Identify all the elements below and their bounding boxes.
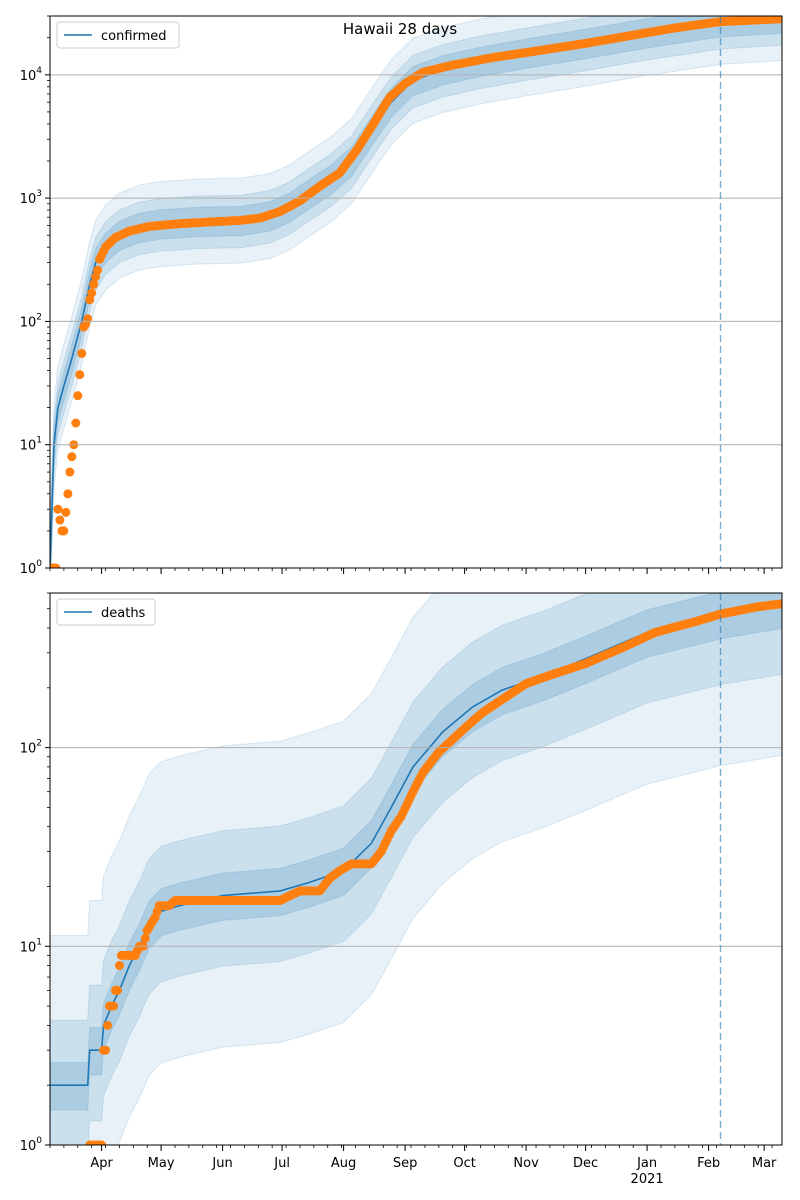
- observed-point: [65, 467, 75, 477]
- y-tick-label: 104: [20, 66, 43, 84]
- uncertainty-band: [50, 593, 782, 1111]
- uncertainty-band: [50, 16, 782, 568]
- observed-point: [73, 391, 83, 401]
- figure-title: Hawaii 28 days: [342, 20, 458, 38]
- uncertainty-band: [50, 16, 782, 568]
- uncertainty-band: [50, 593, 782, 1145]
- observed-point: [75, 370, 85, 380]
- observed-point: [114, 961, 124, 971]
- x-tick-label: Nov: [513, 1156, 539, 1171]
- observed-point: [55, 515, 65, 525]
- legend: deaths: [56, 598, 156, 626]
- x-tick-label: May: [148, 1156, 175, 1171]
- uncertainty-band: [50, 16, 782, 568]
- year-label: 2021: [631, 1172, 664, 1187]
- observed-point: [77, 348, 87, 358]
- observed-point: [61, 507, 71, 517]
- observed-point: [108, 1001, 118, 1011]
- x-tick-label: Apr: [90, 1156, 113, 1171]
- confirmed-panel: 100 101 102 103 104 confirmed: [20, 15, 783, 577]
- x-tick-label: Feb: [697, 1156, 720, 1171]
- y-tick-label: 100: [20, 559, 43, 577]
- x-tick-label: Dec: [573, 1156, 598, 1171]
- y-tick-label: 102: [20, 739, 42, 757]
- axes-frame: [49, 15, 783, 569]
- observed-point: [83, 314, 93, 324]
- observed-point: [93, 265, 103, 275]
- plot-area: [50, 593, 782, 1145]
- axes-frame: [49, 592, 783, 1146]
- observed-point: [53, 504, 63, 514]
- legend-box: [56, 21, 180, 49]
- x-tick-label: Aug: [331, 1156, 356, 1171]
- y-tick-label: 100: [20, 1136, 43, 1154]
- deaths-panel: 100 101 102 Apr May Jun Jul Aug Sep Oct Nov Dec Jan F…: [20, 592, 783, 1187]
- uncertainty-band: [50, 593, 782, 1145]
- x-tick-label: Sep: [393, 1156, 418, 1171]
- observed-point: [59, 526, 69, 536]
- x-tick-label: Mar: [752, 1156, 777, 1171]
- observed-point: [97, 1140, 107, 1145]
- x-tick-label: Jun: [211, 1156, 232, 1171]
- y-tick-label: 103: [20, 189, 42, 207]
- observed-point: [87, 288, 97, 298]
- observed-point: [101, 1045, 111, 1055]
- y-tick-label: 101: [20, 436, 42, 454]
- observed-point: [777, 16, 782, 24]
- x-tick-label: Oct: [453, 1156, 475, 1171]
- observed-point: [67, 452, 77, 462]
- observed-point: [63, 489, 73, 499]
- observed-point: [103, 1020, 113, 1030]
- x-tick-label: Jan: [636, 1156, 657, 1171]
- legend-box: [56, 598, 156, 626]
- observed-point: [71, 418, 81, 428]
- legend-label: deaths: [101, 606, 146, 621]
- observed-point: [51, 563, 61, 568]
- observed-point: [112, 985, 122, 995]
- legend: confirmed: [56, 21, 180, 49]
- y-tick-label: 102: [20, 312, 42, 330]
- observed-point: [89, 279, 99, 289]
- plot-area: [50, 16, 782, 568]
- legend-label: confirmed: [101, 29, 167, 44]
- x-tick-label: Jul: [273, 1156, 290, 1171]
- y-tick-label: 101: [20, 937, 42, 955]
- observed-point: [140, 933, 150, 943]
- observed-point: [777, 599, 782, 609]
